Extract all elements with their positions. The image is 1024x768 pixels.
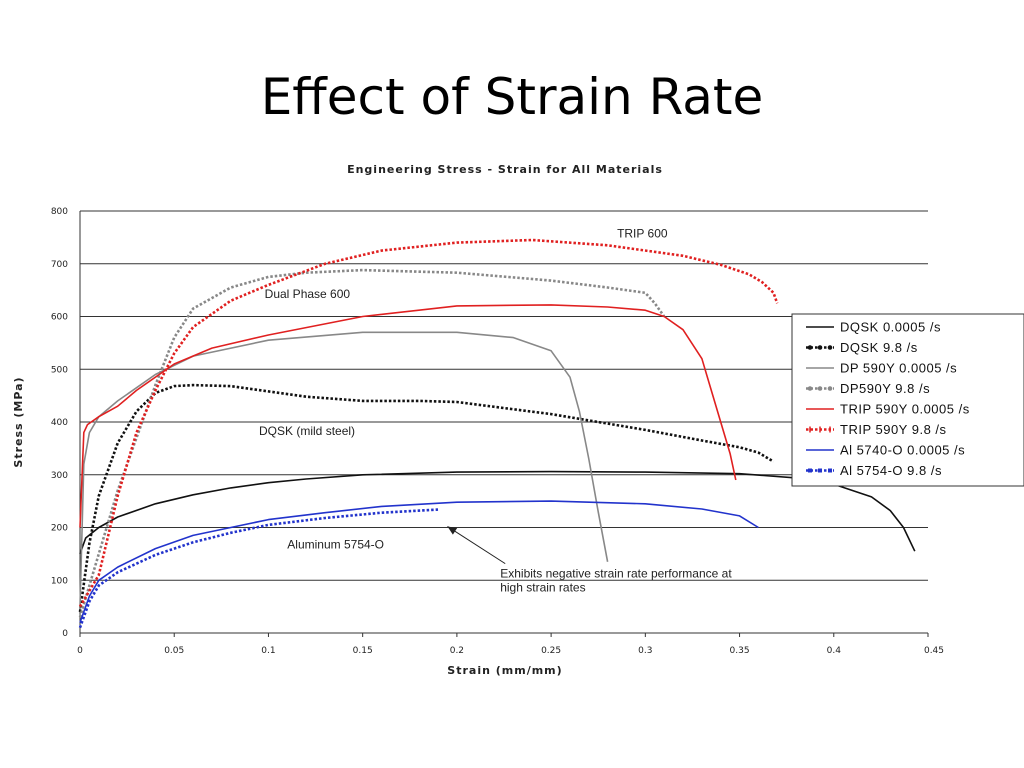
y-tick-label: 300 [51, 471, 68, 481]
chart-grid: 0 100 200 300 400 500 600 700 800 [51, 207, 928, 639]
legend-marker-1 [817, 345, 823, 350]
annotation-4-line2: high strain rates [500, 581, 585, 595]
legend-box [791, 313, 1024, 487]
x-tick-label: 0.15 [353, 646, 373, 656]
y-tick-label: 700 [51, 260, 68, 270]
legend-marker-7 [808, 468, 812, 473]
legend-label-4: TRIP 590Y 0.0005 /s [840, 402, 970, 417]
x-tick-label: 0.35 [730, 646, 750, 656]
series-line-4 [79, 304, 737, 528]
series-line-7 [78, 508, 439, 629]
legend-marker-1 [827, 345, 833, 350]
y-tick-label: 0 [62, 629, 68, 639]
legend-marker-3 [827, 386, 833, 391]
annotation-4: Exhibits negative strain rate performanc… [500, 567, 732, 581]
series-line-2 [79, 331, 609, 607]
series-line-1 [78, 383, 775, 613]
annotation-1: Dual Phase 600 [265, 287, 351, 301]
annotation-arrow-head [447, 526, 458, 535]
legend-marker-7 [818, 468, 822, 473]
x-tick-label: 0 [77, 646, 83, 656]
legend-marker-3 [817, 386, 823, 391]
legend-marker-7 [828, 468, 832, 473]
legend-label-0: DQSK 0.0005 /s [840, 320, 941, 335]
legend-label-5: TRIP 590Y 9.8 /s [840, 422, 947, 437]
chart-axes: 0 0.05 0.1 0.15 0.2 0.25 0.3 0.35 0.4 0.45 [77, 211, 944, 656]
slide-title: Effect of Strain Rate [260, 68, 764, 126]
annotation-0: TRIP 600 [617, 226, 668, 240]
annotation-3: Aluminum 5754-O [287, 538, 384, 552]
legend-label-7: Al 5754-O 9.8 /s [840, 463, 942, 478]
x-tick-label: 0.05 [164, 646, 184, 656]
series-line-5 [78, 238, 779, 608]
x-tick-label: 0.4 [827, 646, 842, 656]
chart-legend: DQSK 0.0005 /s DQSK 9.8 /s DP 590Y 0.0005 … [791, 313, 1024, 487]
legend-label-3: DP590Y 9.8 /s [840, 381, 930, 396]
legend-label-1: DQSK 9.8 /s [840, 340, 918, 355]
annotation-2: DQSK (mild steel) [259, 424, 355, 438]
x-tick-label: 0.25 [541, 646, 561, 656]
annotation-arrow-line [447, 526, 506, 565]
y-tick-label: 400 [51, 418, 68, 428]
y-tick-label: 500 [51, 365, 68, 375]
legend-marker-3 [807, 386, 813, 391]
legend-marker-1 [807, 345, 813, 350]
chart-series [78, 238, 916, 629]
y-axis-title: Stress (MPa) [12, 376, 25, 467]
x-tick-label: 0.1 [261, 646, 275, 656]
x-tick-label: 0.2 [450, 646, 464, 656]
y-tick-label: 800 [51, 207, 68, 217]
chart-title: Engineering Stress - Strain for All Mate… [347, 163, 663, 176]
y-tick-label: 100 [51, 576, 68, 586]
chart-annotations: TRIP 600 Dual Phase 600 DQSK (mild steel) A… [259, 226, 732, 594]
series-line-3 [78, 268, 666, 618]
y-tick-label: 200 [51, 524, 68, 534]
x-tick-label: 0.3 [638, 646, 652, 656]
legend-label-6: Al 5740-O 0.0005 /s [840, 443, 965, 458]
x-axis-title: Strain (mm/mm) [447, 664, 562, 677]
y-tick-label: 600 [51, 313, 68, 323]
x-tick-label: 0.45 [924, 646, 944, 656]
series-line-6 [79, 500, 759, 623]
series-line-0 [79, 470, 916, 555]
legend-label-2: DP 590Y 0.0005 /s [840, 361, 957, 376]
